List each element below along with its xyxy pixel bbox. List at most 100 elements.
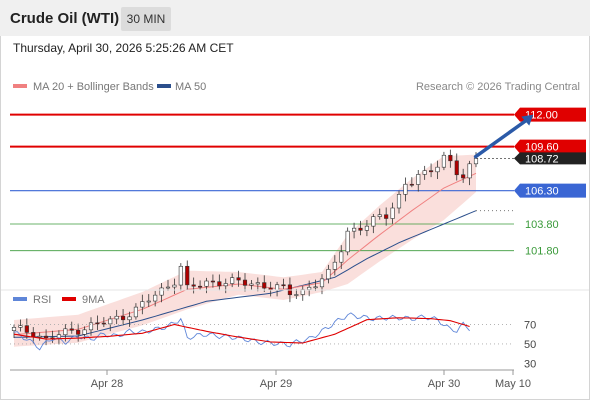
candle [429, 163, 434, 178]
candle [178, 263, 183, 291]
candle-body [384, 214, 389, 219]
candle [448, 149, 453, 168]
candle-body [390, 207, 395, 219]
x-tick-label: Apr 29 [260, 378, 292, 390]
rsi-ma-legend-swatch [62, 297, 76, 301]
rsi-legend-swatch [13, 297, 27, 301]
x-tick-label: Apr 30 [428, 378, 460, 390]
candle-body [198, 285, 203, 288]
candle [88, 317, 94, 336]
candle-body [24, 325, 29, 333]
candle [185, 260, 190, 290]
candle [198, 280, 203, 290]
candle [332, 255, 337, 276]
candle-body [339, 251, 344, 263]
candle-body [236, 277, 241, 281]
level-label-support: 101.80 [525, 246, 559, 258]
candle-body [294, 294, 299, 296]
candle-body [358, 227, 363, 231]
rsi-line [13, 312, 470, 351]
candle-body [133, 306, 138, 318]
candle-body [165, 286, 171, 289]
instrument-title: Crude Oil (WTI) [10, 10, 120, 27]
candle [281, 278, 286, 289]
candle-body [429, 170, 434, 173]
candle-body [204, 280, 209, 287]
candle [37, 332, 42, 341]
candle-body [364, 225, 369, 231]
candle-body [230, 277, 235, 284]
candle [69, 321, 74, 334]
projection-arrowhead [521, 114, 534, 126]
candle-body [307, 286, 312, 290]
candle-body [377, 214, 382, 217]
candle [204, 277, 209, 294]
candle-body [319, 278, 325, 288]
candle [230, 273, 235, 288]
candle-body [454, 160, 459, 176]
candle-body [127, 316, 132, 321]
candle [262, 275, 267, 293]
ma20-legend-swatch [13, 84, 27, 88]
candle [326, 264, 331, 284]
candle [95, 315, 100, 330]
bollinger-band [14, 154, 476, 347]
rsi-tick-label: 50 [524, 339, 536, 351]
candle-body [352, 227, 357, 232]
candle [461, 168, 466, 183]
candle-body [467, 163, 472, 179]
rsi-ma-legend-label: 9MA [82, 294, 105, 306]
level-label-pivot: 106.30 [525, 186, 559, 198]
candle-body [217, 281, 222, 287]
candle [384, 207, 389, 226]
candle-body [255, 282, 260, 285]
report-datetime: Thursday, April 30, 2026 5:25:26 AM CET [13, 41, 234, 55]
candle [313, 279, 318, 292]
candle-body [153, 294, 158, 302]
candle-body [44, 335, 49, 339]
candle-body [242, 279, 248, 286]
candle [236, 270, 241, 287]
candle-body [422, 170, 427, 175]
candle-body [18, 325, 23, 328]
candle [358, 220, 363, 236]
candle [390, 202, 395, 224]
candle [127, 311, 132, 327]
candle [403, 177, 408, 202]
timeframe-button[interactable]: 30 MIN [121, 7, 171, 31]
ma20-legend-label: MA 20 + Bollinger Bands [33, 81, 154, 93]
candle-body [140, 301, 145, 308]
candle-body [76, 329, 81, 335]
candle-body [345, 230, 350, 253]
candle-body [114, 315, 119, 320]
ma50-legend-swatch [157, 84, 171, 88]
candle-body [69, 328, 74, 331]
candle [159, 283, 164, 303]
candle [24, 318, 29, 339]
candle [345, 227, 350, 256]
candle-body [108, 318, 113, 325]
candle-body [371, 216, 376, 227]
candle-body [95, 322, 100, 325]
ma50-legend-label: MA 50 [175, 81, 206, 93]
level-label-resistance: 109.60 [525, 142, 559, 154]
candle [422, 165, 427, 180]
level-label-resistance: 112.00 [525, 110, 558, 122]
candle [210, 274, 215, 288]
candle-body [101, 322, 106, 325]
candle-body [121, 315, 126, 321]
candle-body [172, 284, 177, 288]
candle [140, 294, 145, 315]
candle [294, 288, 299, 300]
candle [44, 329, 49, 346]
candle-body [281, 284, 286, 287]
candle [242, 273, 248, 292]
rsi-tick-label: 30 [524, 358, 536, 370]
last-price-label: 108.72 [525, 153, 559, 165]
level-tag-pivot [514, 183, 586, 198]
candle-body [332, 261, 337, 270]
candle [454, 153, 459, 181]
candle [435, 160, 440, 179]
candle-body [88, 322, 94, 331]
